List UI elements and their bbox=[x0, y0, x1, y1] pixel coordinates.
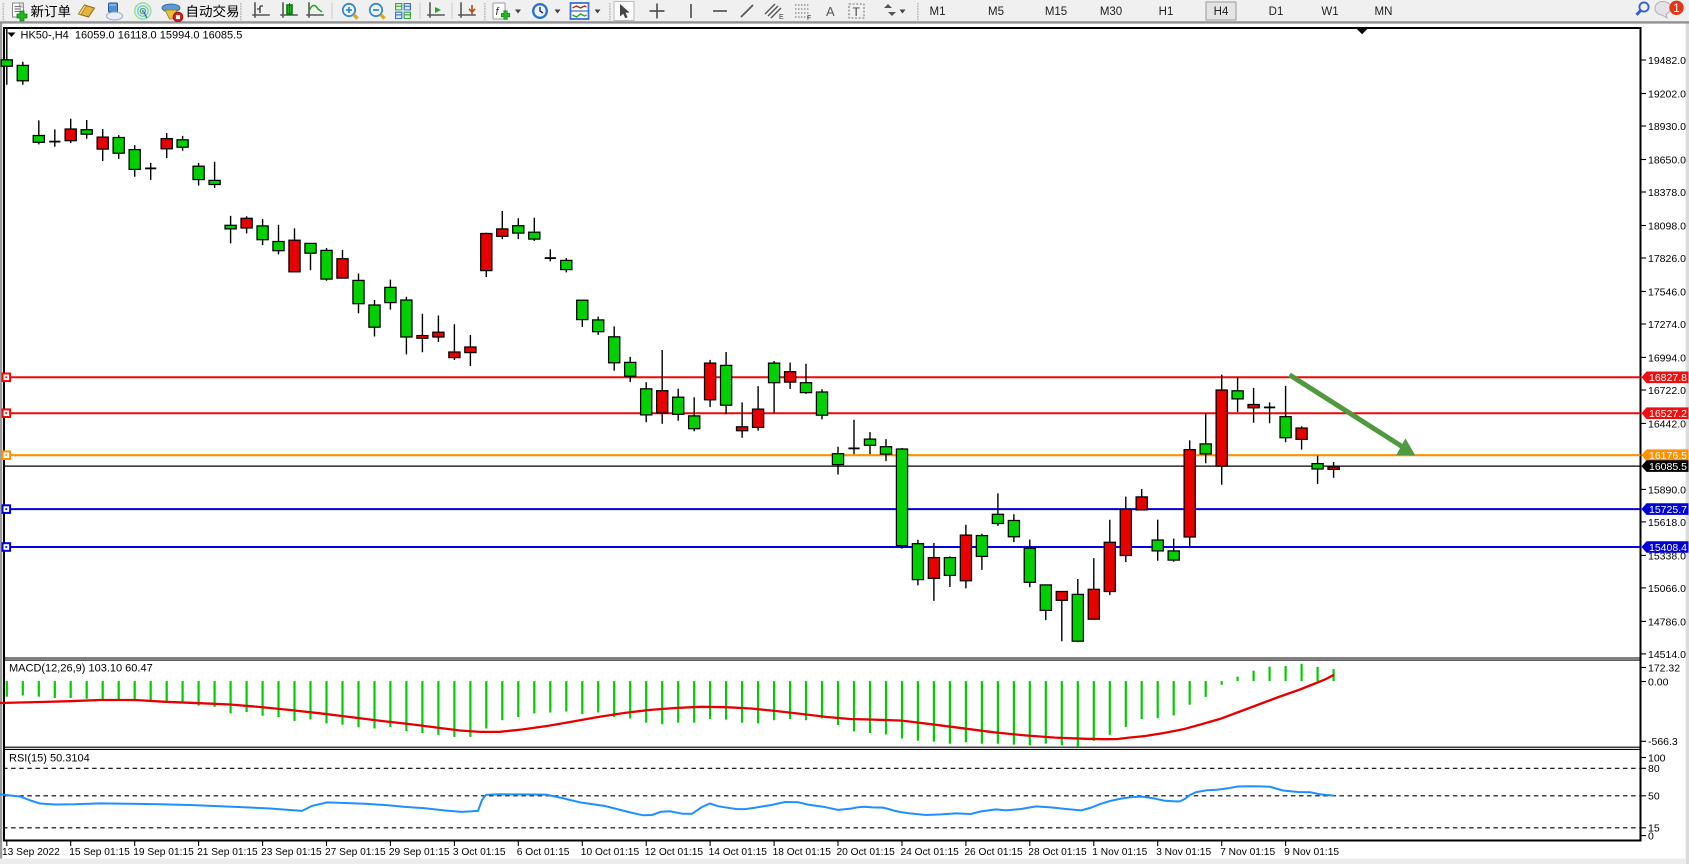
svg-text:80: 80 bbox=[1648, 763, 1660, 775]
svg-text:20 Oct 01:15: 20 Oct 01:15 bbox=[837, 847, 896, 858]
svg-text:172.32: 172.32 bbox=[1648, 662, 1680, 674]
svg-text:29 Sep 01:15: 29 Sep 01:15 bbox=[389, 847, 450, 858]
svg-text:15408.4: 15408.4 bbox=[1649, 542, 1687, 554]
svg-text:6 Oct 01:15: 6 Oct 01:15 bbox=[517, 847, 570, 858]
svg-text:15 Sep 01:15: 15 Sep 01:15 bbox=[69, 847, 130, 858]
svg-text:T: T bbox=[853, 5, 861, 19]
svg-text:10 Oct 01:15: 10 Oct 01:15 bbox=[581, 847, 640, 858]
svg-text:-566.3: -566.3 bbox=[1648, 736, 1678, 748]
svg-text:15618.0: 15618.0 bbox=[1648, 517, 1686, 529]
svg-text:27 Sep 01:15: 27 Sep 01:15 bbox=[325, 847, 386, 858]
svg-text:1 Nov 01:15: 1 Nov 01:15 bbox=[1092, 847, 1147, 858]
svg-text:16442.0: 16442.0 bbox=[1648, 418, 1686, 430]
svg-text:16994.0: 16994.0 bbox=[1648, 352, 1686, 364]
svg-text:0.00: 0.00 bbox=[1648, 676, 1669, 688]
svg-text:3 Oct 01:15: 3 Oct 01:15 bbox=[453, 847, 506, 858]
svg-text:M1: M1 bbox=[930, 6, 946, 18]
svg-text:17826.0: 17826.0 bbox=[1648, 253, 1686, 265]
svg-text:MN: MN bbox=[1375, 6, 1393, 18]
svg-text:23 Sep 01:15: 23 Sep 01:15 bbox=[261, 847, 322, 858]
svg-text:HK50-,H4 16059.0 16118.0 1599: HK50-,H4 16059.0 16118.0 15994.0 16085.5 bbox=[21, 30, 243, 42]
svg-text:E: E bbox=[779, 14, 784, 21]
svg-text:17546.0: 17546.0 bbox=[1648, 286, 1686, 298]
svg-text:28 Oct 01:15: 28 Oct 01:15 bbox=[1028, 847, 1087, 858]
svg-text:21 Sep 01:15: 21 Sep 01:15 bbox=[197, 847, 258, 858]
svg-text:H1: H1 bbox=[1159, 6, 1174, 18]
svg-text:13 Sep 2022: 13 Sep 2022 bbox=[2, 847, 60, 858]
svg-text:19 Sep 01:15: 19 Sep 01:15 bbox=[133, 847, 194, 858]
svg-text:RSI(15) 50.3104: RSI(15) 50.3104 bbox=[9, 753, 90, 765]
svg-text:0: 0 bbox=[1648, 831, 1654, 843]
svg-text:1: 1 bbox=[1673, 3, 1679, 15]
svg-text:15338.0: 15338.0 bbox=[1648, 550, 1686, 562]
svg-text:17274.0: 17274.0 bbox=[1648, 319, 1686, 331]
svg-text:14514.0: 14514.0 bbox=[1648, 649, 1686, 661]
svg-text:15890.0: 15890.0 bbox=[1648, 484, 1686, 496]
svg-text:16176.5: 16176.5 bbox=[1649, 450, 1687, 462]
svg-text:19482.0: 19482.0 bbox=[1648, 55, 1686, 67]
svg-text:16527.2: 16527.2 bbox=[1649, 408, 1687, 420]
svg-text:W1: W1 bbox=[1321, 6, 1338, 18]
svg-text:18 Oct 01:15: 18 Oct 01:15 bbox=[773, 847, 832, 858]
svg-text:50: 50 bbox=[1648, 791, 1660, 803]
svg-text:D1: D1 bbox=[1269, 6, 1284, 18]
svg-text:18378.0: 18378.0 bbox=[1648, 187, 1686, 199]
svg-text:7 Nov 01:15: 7 Nov 01:15 bbox=[1220, 847, 1275, 858]
svg-text:16827.8: 16827.8 bbox=[1649, 372, 1687, 384]
svg-text:16722.0: 16722.0 bbox=[1648, 385, 1686, 397]
svg-text:3 Nov 01:15: 3 Nov 01:15 bbox=[1156, 847, 1211, 858]
svg-text:19202.0: 19202.0 bbox=[1648, 88, 1686, 100]
svg-text:A: A bbox=[826, 4, 835, 19]
svg-text:18650.0: 18650.0 bbox=[1648, 154, 1686, 166]
svg-text:12 Oct 01:15: 12 Oct 01:15 bbox=[645, 847, 704, 858]
svg-text:15: 15 bbox=[1648, 823, 1660, 835]
svg-text:F: F bbox=[807, 15, 811, 22]
svg-text:H4: H4 bbox=[1214, 6, 1229, 18]
svg-text:15066.0: 15066.0 bbox=[1648, 583, 1686, 595]
svg-text:16085.5: 16085.5 bbox=[1649, 461, 1687, 473]
svg-text:100: 100 bbox=[1648, 752, 1666, 764]
svg-text:24 Oct 01:15: 24 Oct 01:15 bbox=[901, 847, 960, 858]
svg-text:f: f bbox=[496, 6, 500, 18]
svg-text:9 Nov 01:15: 9 Nov 01:15 bbox=[1284, 847, 1339, 858]
svg-text:MACD(12,26,9) 103.10 60.47: MACD(12,26,9) 103.10 60.47 bbox=[9, 663, 153, 675]
svg-text:18930.0: 18930.0 bbox=[1648, 121, 1686, 133]
svg-text:18098.0: 18098.0 bbox=[1648, 220, 1686, 232]
svg-text:M15: M15 bbox=[1045, 6, 1067, 18]
svg-text:M5: M5 bbox=[988, 6, 1004, 18]
svg-text:15725.7: 15725.7 bbox=[1649, 504, 1687, 516]
svg-text:14786.0: 14786.0 bbox=[1648, 616, 1686, 628]
svg-text:14 Oct 01:15: 14 Oct 01:15 bbox=[709, 847, 768, 858]
svg-text:M30: M30 bbox=[1100, 6, 1122, 18]
svg-text:26 Oct 01:15: 26 Oct 01:15 bbox=[964, 847, 1023, 858]
